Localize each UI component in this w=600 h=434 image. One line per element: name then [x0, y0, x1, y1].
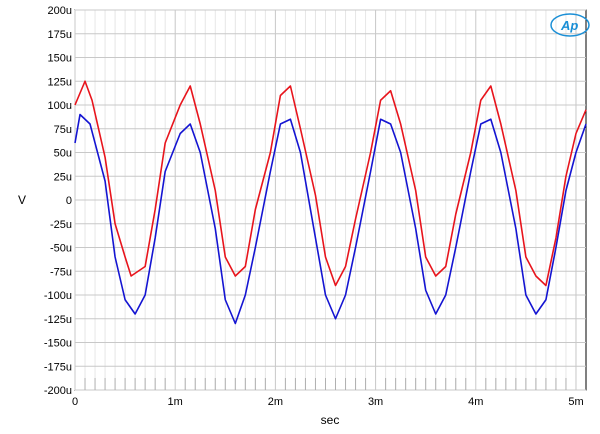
x-tick-label: 5m: [568, 396, 583, 408]
y-tick-label: 50u: [54, 148, 72, 160]
series-line-1: [74, 80, 587, 287]
y-tick-label: -200u: [44, 385, 72, 397]
x-tick-label: 3m: [368, 396, 383, 408]
y-tick-label: -75u: [50, 266, 72, 278]
x-tick-label: 1m: [168, 396, 183, 408]
y-tick-label: -175u: [44, 361, 72, 373]
y-tick-label: 125u: [48, 76, 72, 88]
y-tick-label: 75u: [54, 124, 72, 136]
x-tick-label: 2m: [268, 396, 283, 408]
ap-logo: Ap: [550, 13, 590, 37]
y-tick-label: 0: [66, 195, 72, 207]
y-tick-label: 25u: [54, 171, 72, 183]
y-tick-label: 150u: [48, 53, 72, 65]
y-axis-label: V: [18, 193, 26, 207]
y-tick-label: -150u: [44, 338, 72, 350]
y-tick-label: 175u: [48, 29, 72, 41]
y-tick-label: -125u: [44, 314, 72, 326]
series-line-2: [74, 113, 587, 325]
x-axis-label: sec: [321, 413, 340, 427]
x-minor-ticks: [84, 378, 567, 390]
y-tick-label: -50u: [50, 243, 72, 255]
y-tick-label: 200u: [48, 5, 72, 17]
y-tick-label: -25u: [50, 219, 72, 231]
x-tick-labels: 0 1m 2m 3m 4m 5m: [72, 396, 584, 408]
series-layer: [74, 80, 587, 325]
x-tick-label: 4m: [468, 396, 483, 408]
y-tick-label: 100u: [48, 100, 72, 112]
y-tick-labels: 200u 175u 150u 125u 100u 75u 50u 25u 0 -25u -50u -7…: [44, 5, 72, 397]
x-tick-label: 0: [72, 396, 78, 408]
ap-logo-ring: [550, 13, 590, 37]
y-tick-label: -100u: [44, 290, 72, 302]
ap-logo-text: Ap: [560, 18, 578, 33]
